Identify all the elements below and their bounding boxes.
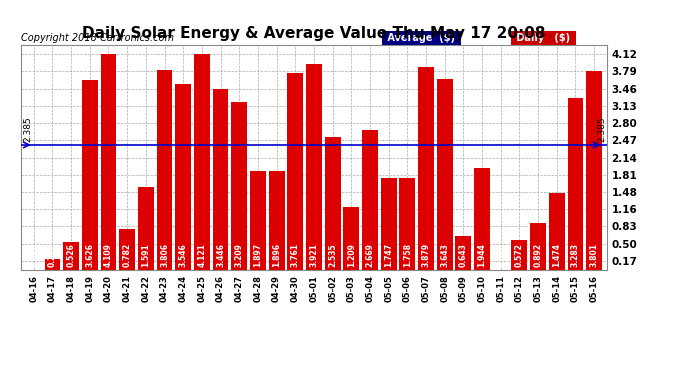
Bar [250,171,266,270]
Bar [157,70,172,270]
Bar [119,229,135,270]
Text: 1.896: 1.896 [272,243,281,267]
Title: Daily Solar Energy & Average Value Thu May 17 20:08: Daily Solar Energy & Average Value Thu M… [82,26,546,41]
Text: 1.897: 1.897 [253,243,262,267]
Bar [474,168,490,270]
Bar [194,54,210,270]
Text: 0.526: 0.526 [67,244,76,267]
Bar [138,186,154,270]
Text: Copyright 2018 Cartronics.com: Copyright 2018 Cartronics.com [21,33,174,43]
Text: 0.782: 0.782 [123,243,132,267]
Text: 3.643: 3.643 [440,243,449,267]
Text: 1.758: 1.758 [403,243,412,267]
Bar [400,178,415,270]
Bar [567,98,583,270]
Text: 2.385: 2.385 [597,117,606,142]
Bar [287,73,303,270]
Bar [455,236,471,270]
Text: 0.892: 0.892 [533,243,542,267]
Bar [586,70,602,270]
Bar [231,102,247,270]
Text: 0.000: 0.000 [29,243,38,267]
Text: 4.121: 4.121 [197,243,206,267]
Text: 4.109: 4.109 [104,243,113,267]
Bar [213,89,228,270]
Bar [344,207,359,270]
Bar [63,242,79,270]
Bar [418,66,434,270]
Bar [325,137,341,270]
Text: 3.626: 3.626 [86,243,95,267]
Bar [437,79,453,270]
Bar [82,80,98,270]
Bar [362,130,378,270]
Text: 1.747: 1.747 [384,243,393,267]
Text: 1.474: 1.474 [552,243,561,267]
Bar [549,193,564,270]
Text: 0.572: 0.572 [515,243,524,267]
Bar [45,259,61,270]
Text: 1.944: 1.944 [477,243,486,267]
Text: Average  ($): Average ($) [384,33,459,43]
Text: 2.669: 2.669 [366,243,375,267]
Text: 0.643: 0.643 [459,243,468,267]
Text: 3.879: 3.879 [422,243,431,267]
Text: 3.546: 3.546 [179,244,188,267]
Text: Daily   ($): Daily ($) [513,33,574,43]
Text: 1.591: 1.591 [141,244,150,267]
Text: 0.217: 0.217 [48,243,57,267]
Text: 3.806: 3.806 [160,243,169,267]
Bar [175,84,191,270]
Text: 3.761: 3.761 [290,243,299,267]
Bar [268,171,284,270]
Text: 3.801: 3.801 [590,243,599,267]
Bar [101,54,117,270]
Text: 3.446: 3.446 [216,243,225,267]
Bar [511,240,527,270]
Text: 0.000: 0.000 [496,243,505,267]
Text: 1.209: 1.209 [347,243,356,267]
Bar [381,178,397,270]
Text: 3.921: 3.921 [309,243,319,267]
Bar [530,223,546,270]
Text: 2.385: 2.385 [23,117,32,142]
Bar [306,64,322,270]
Text: 3.209: 3.209 [235,243,244,267]
Text: 3.283: 3.283 [571,243,580,267]
Text: 2.535: 2.535 [328,244,337,267]
